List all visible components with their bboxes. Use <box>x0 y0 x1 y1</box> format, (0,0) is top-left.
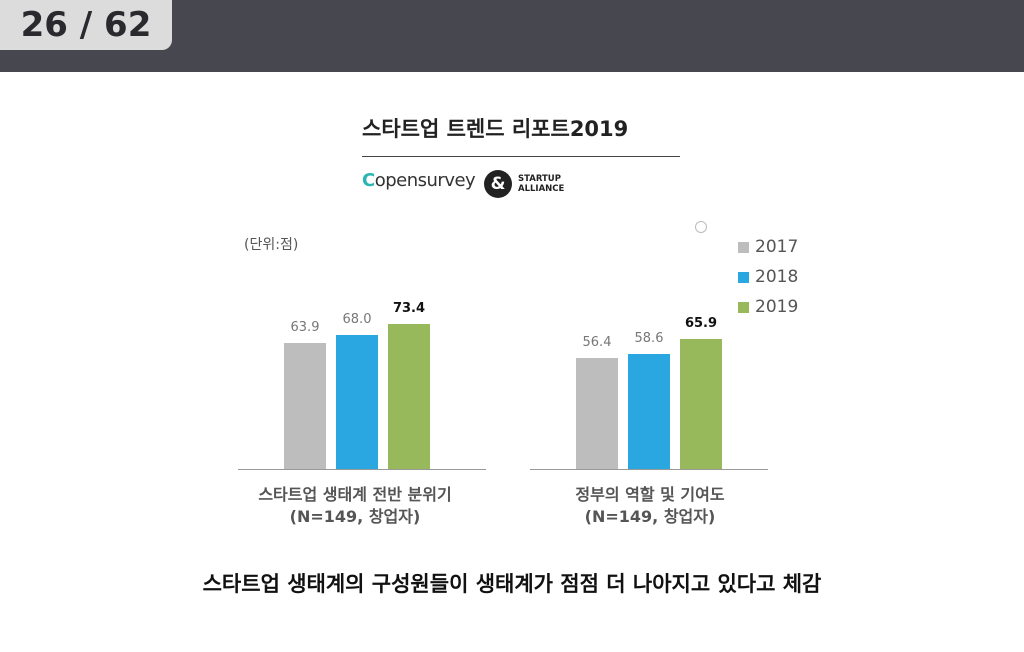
legend-item-2019: 2019 <box>738 292 798 322</box>
bar-2018 <box>336 335 378 469</box>
bar-value-label: 63.9 <box>290 320 320 336</box>
bar-value-label: 68.0 <box>342 312 372 328</box>
unit-label: (단위:점) <box>244 237 299 253</box>
ring-icon <box>695 221 707 233</box>
bar-2017 <box>284 343 326 469</box>
bar-2019 <box>388 324 430 469</box>
bar-2017 <box>576 357 618 469</box>
chart-baseline <box>238 469 486 470</box>
legend-item-2017: 2017 <box>738 232 798 262</box>
legend-label-2019: 2019 <box>755 297 799 317</box>
title-divider <box>362 156 680 157</box>
ampersand-icon: & <box>484 170 512 198</box>
legend-label-2017: 2017 <box>755 237 799 257</box>
legend-item-2018: 2018 <box>738 262 798 292</box>
chart-legend: 2017 2018 2019 <box>738 232 798 322</box>
bar-2019 <box>680 339 722 469</box>
chart-baseline <box>530 469 768 470</box>
legend-label-2018: 2018 <box>755 267 799 287</box>
bar-value-label: 73.4 <box>392 301 426 317</box>
conclusion-text: 스타트업 생태계의 구성원들이 생태계가 점점 더 나아지고 있다고 체감 <box>202 572 822 596</box>
bar-2018 <box>628 353 670 469</box>
page-counter: 26 / 62 <box>0 0 172 50</box>
opensurvey-logo: Copensurvey <box>362 170 476 191</box>
bar-value-label: 58.6 <box>634 330 664 346</box>
bar-value-label: 56.4 <box>582 334 612 350</box>
bar-value-label: 65.9 <box>684 316 718 332</box>
legend-swatch-2017 <box>738 241 749 253</box>
legend-swatch-2018 <box>738 271 749 283</box>
group-caption-ecosystem: 스타트업 생태계 전반 분위기 (N=149, 창업자) <box>258 485 452 526</box>
report-title: 스타트업 트렌드 리포트2019 <box>362 117 629 141</box>
legend-swatch-2019 <box>738 301 749 313</box>
group-caption-government: 정부의 역할 및 기여도 (N=149, 창업자) <box>575 485 725 526</box>
